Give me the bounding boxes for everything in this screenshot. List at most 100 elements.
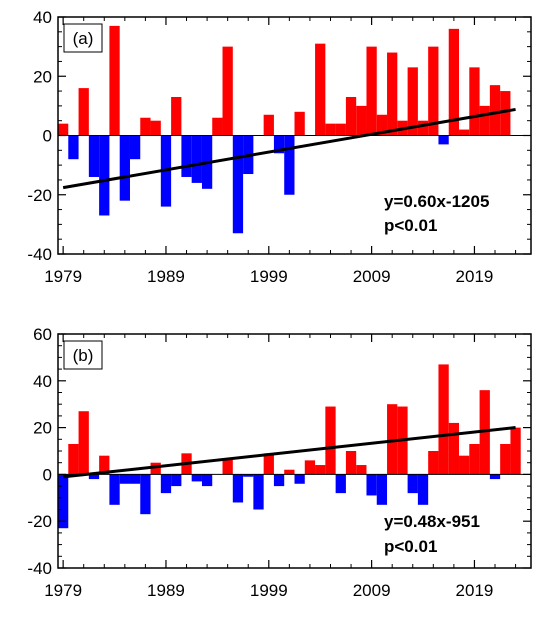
x-tick-label: 2019 (456, 267, 494, 286)
bar-2022 (500, 443, 511, 475)
bar-1986 (129, 474, 141, 484)
bar-2021 (489, 85, 501, 136)
bar-2007 (345, 96, 357, 136)
bar-2016 (438, 364, 449, 475)
bar-2001 (284, 135, 295, 195)
x-tick-label: 2009 (353, 581, 391, 600)
bar-1980 (68, 443, 79, 475)
bar-2004 (315, 43, 326, 136)
x-tick-label: 1989 (147, 581, 185, 600)
bar-2007 (345, 451, 357, 475)
bar-2003 (304, 460, 316, 475)
bar-2019 (469, 67, 480, 136)
bar-2022 (500, 91, 511, 136)
bar-2023 (510, 427, 521, 475)
bar-1990 (171, 474, 182, 487)
x-tick-label: 2019 (456, 581, 494, 600)
bar-1998 (253, 474, 264, 510)
bar-2004 (315, 465, 326, 475)
bar-1988 (150, 462, 161, 475)
bar-1983 (99, 135, 110, 216)
bar-1996 (232, 135, 244, 234)
bar-2015 (428, 451, 439, 475)
bar-2011 (387, 404, 398, 475)
y-tick-label: -40 (27, 245, 52, 264)
bar-1994 (212, 117, 223, 136)
bar-1995 (222, 458, 233, 475)
bar-2015 (428, 46, 439, 136)
bar-2018 (459, 129, 470, 136)
bar-2001 (284, 469, 295, 475)
bar-2002 (294, 474, 305, 484)
bar-1984 (109, 474, 120, 505)
bars (58, 25, 511, 234)
bar-2013 (407, 67, 418, 136)
bar-2014 (417, 120, 429, 136)
p-value: p<0.01 (384, 216, 437, 235)
panel-label-text: (b) (73, 346, 94, 365)
bar-1992 (191, 474, 202, 482)
bar-1993 (201, 474, 213, 487)
bar-1982 (88, 135, 100, 177)
bar-2009 (366, 474, 377, 496)
bar-2019 (469, 443, 480, 475)
bar-1983 (99, 455, 110, 475)
y-tick-label: 40 (33, 8, 52, 27)
y-tick-label: 60 (33, 325, 52, 344)
bar-1995 (222, 46, 233, 136)
bar-2013 (407, 474, 418, 494)
bar-1992 (191, 135, 202, 183)
bar-1990 (171, 96, 182, 136)
y-tick-label: 20 (33, 67, 52, 86)
bar-2005 (325, 406, 336, 475)
regression-equation: y=0.60x-1205 (384, 192, 489, 211)
panel-label-box (63, 23, 103, 53)
x-tick-label: 1999 (250, 267, 288, 286)
bar-1987 (140, 474, 151, 515)
bar-2000 (273, 474, 285, 487)
y-tick-label: 0 (43, 465, 52, 484)
bars (58, 364, 521, 529)
bar-1981 (78, 411, 89, 475)
bar-1985 (119, 135, 130, 201)
x-tick-label: 1979 (44, 581, 82, 600)
bar-1991 (181, 135, 192, 177)
panel-b: -40 -20 0 20 40 60 1979 1989 1999 2009 2019 (b) y=0.… (27, 325, 532, 600)
bar-1988 (150, 120, 161, 136)
bar-1999 (263, 114, 274, 136)
bar-1979 (58, 123, 69, 136)
bar-1986 (129, 135, 141, 160)
bar-1985 (119, 474, 130, 484)
panel-a: -40 -20 0 20 40 1979 1989 1999 2009 2019 (a) y=0.60… (27, 8, 532, 286)
bar-2016 (438, 135, 449, 145)
panel-label: (a) (63, 23, 103, 53)
bar-1989 (160, 474, 172, 494)
bar-2000 (273, 135, 285, 154)
bar-2017 (448, 28, 460, 136)
bar-1981 (78, 88, 89, 136)
bar-1987 (140, 117, 151, 136)
x-tick-label: 1979 (44, 267, 82, 286)
x-tick-label: 1999 (250, 581, 288, 600)
bar-1982 (88, 474, 100, 480)
bar-1997 (243, 474, 254, 477)
panel-label: (b) (63, 340, 103, 370)
y-tick-label: -40 (27, 559, 52, 578)
bar-2018 (459, 455, 470, 475)
trend-line (62, 107, 516, 190)
x-tick-label: 2009 (353, 267, 391, 286)
bar-1979 (58, 474, 69, 529)
p-value: p<0.01 (384, 537, 437, 556)
bar-2005 (325, 123, 336, 136)
bar-1996 (232, 474, 244, 503)
bar-2008 (356, 465, 367, 475)
bar-2011 (387, 52, 398, 136)
y-tick-label: -20 (27, 512, 52, 531)
y-tick-label: 0 (43, 127, 52, 146)
panel-label-text: (a) (73, 29, 94, 48)
bar-1999 (263, 453, 274, 475)
y-tick-label: 20 (33, 419, 52, 438)
bar-2008 (356, 105, 367, 136)
trend-line (62, 426, 516, 479)
